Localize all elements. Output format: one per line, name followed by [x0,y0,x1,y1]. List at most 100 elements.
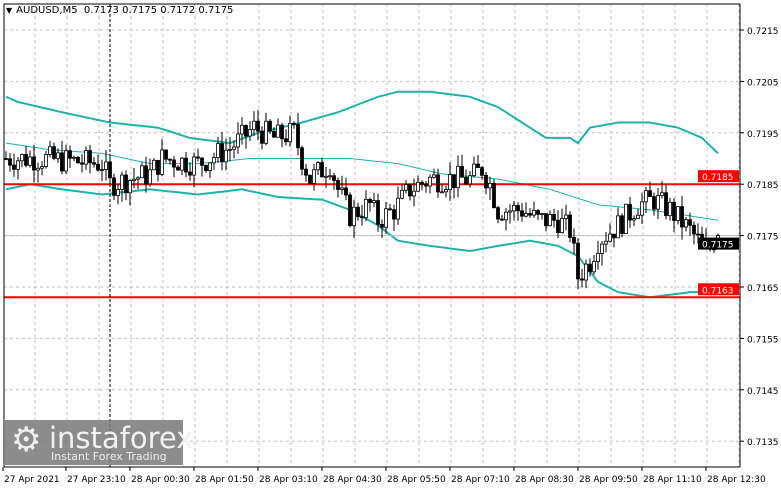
candle [380,219,384,238]
dropdown-triangle-icon[interactable]: ▼ [6,6,13,15]
candle [76,156,80,164]
candle-body-bullish [560,218,564,234]
candle-body-bullish [352,206,356,227]
candle-body-bearish [172,159,176,168]
candle [660,181,664,199]
gear-logo-icon: ⚙ [11,420,42,460]
candle [128,179,132,206]
candle-body-bullish [224,149,228,163]
candle [28,150,32,168]
y-tick-label: 0.7205 [747,78,779,88]
candle [24,145,28,168]
candle [280,122,284,148]
candle [8,153,12,172]
candle-body-bearish [500,218,504,221]
candle [652,192,656,216]
x-tick-label: 28 Apr 03:10 [259,475,318,485]
candle [444,185,448,198]
candle-body-bullish [152,159,156,171]
candle [492,178,496,209]
candle-body-bearish [528,213,532,216]
candle [368,197,372,212]
candle-body-bullish [316,162,320,171]
candle [232,140,236,159]
logo-name: instaforex [49,421,194,455]
candle [196,148,200,162]
candle [392,204,396,231]
candle [168,158,172,165]
candle [336,177,340,198]
candle [220,132,224,171]
candle-body-bullish [228,148,232,151]
candle-body-bullish [448,174,452,191]
candle-body-bullish [676,206,680,221]
candle-body-bullish [208,162,212,171]
level-price-label-bg [698,283,739,296]
candle [508,204,512,224]
candle-body-bearish [588,263,592,273]
candle-body-bearish [360,216,364,219]
candle-body-bearish [580,278,584,281]
candle [504,208,508,231]
candle [488,176,492,200]
candle [396,186,400,225]
y-tick-label: 0.7135 [747,438,779,448]
candle-body-bullish [504,211,508,221]
candle [328,168,332,180]
candle [460,154,464,178]
candle-body-bullish [656,195,660,210]
candle [452,174,456,199]
candle [524,202,528,218]
candle [664,184,668,220]
candle [428,174,432,194]
current-price-label: 0.7175 [702,241,734,251]
current-price-label-bg [698,237,739,250]
candle-body-bearish [188,171,192,176]
candle-body-bullish [668,201,672,217]
candle [44,150,48,169]
candle-body-bearish [168,158,172,161]
candle [316,161,320,175]
candle-body-bullish [288,122,292,143]
candle [612,233,616,248]
candle [292,121,296,129]
candle-body-bullish [548,214,552,227]
candle-body-bearish [144,165,148,185]
candle-body-bearish [68,150,72,159]
candle-body-bullish [212,157,216,164]
candle [4,151,8,161]
candle-body-bullish [192,156,196,176]
candle [408,183,412,201]
candle-body-bullish [400,189,404,199]
x-tick-label: 28 Apr 00:30 [131,475,190,485]
candle-body-bearish [464,176,468,185]
candle-body-bearish [688,219,692,226]
x-tick-label: 28 Apr 07:10 [451,475,510,485]
candle [364,190,368,222]
candle-body-bearish [572,237,576,244]
candle [264,112,268,146]
candle [476,155,480,168]
candle-body-bearish [196,156,200,159]
candle-body-bullish [372,200,376,203]
candle-body-bearish [320,162,324,178]
candle-body-bullish [140,165,144,179]
candle [52,142,56,161]
candle [256,109,260,141]
candle [620,213,624,238]
candle-body-bearish [628,203,632,221]
candle-body-bearish [296,123,300,149]
candle-body-bullish [40,166,44,169]
candle [236,122,240,154]
candle-body-bullish [232,146,236,150]
candle [16,157,20,180]
candle-body-bullish [312,169,316,184]
candle [104,149,108,181]
candle [92,157,96,168]
candle-body-bullish [264,120,268,144]
candle-body-bearish [272,130,276,138]
candle [464,169,468,185]
candle-body-bearish [52,146,56,159]
candle [512,200,516,221]
